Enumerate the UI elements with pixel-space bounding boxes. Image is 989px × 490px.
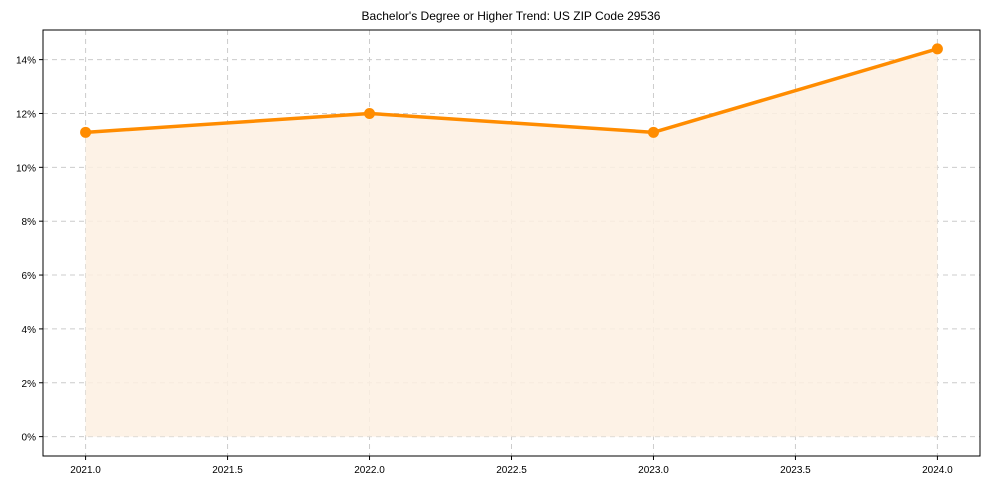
chart-title: Bachelor's Degree or Higher Trend: US ZI… (362, 9, 661, 23)
area-fill (85, 48, 938, 437)
data-point (931, 43, 943, 55)
data-points (80, 43, 943, 138)
y-tick-label: 2% (22, 379, 37, 390)
y-tick-label: 12% (16, 109, 36, 120)
x-tick-label: 2023.0 (638, 465, 669, 476)
x-tick-label: 2021.0 (70, 465, 101, 476)
x-axis-ticks: 2021.0 2021.5 2022.0 2022.5 2023.0 2023.5 2024… (70, 456, 953, 476)
x-tick-label: 2022.5 (496, 465, 527, 476)
x-tick-label: 2022.0 (354, 465, 385, 476)
data-point (80, 126, 92, 138)
y-axis-ticks: 0% 2% 4% 6% 8% 10% 12% 14% (16, 56, 43, 444)
data-line (85, 47, 938, 135)
y-tick-label: 14% (16, 56, 36, 67)
y-tick-label: 0% (22, 433, 37, 444)
data-point (647, 126, 659, 138)
x-tick-label: 2023.5 (780, 465, 811, 476)
y-tick-label: 10% (16, 163, 36, 174)
x-tick-label: 2021.5 (212, 465, 243, 476)
y-tick-label: 8% (22, 217, 37, 228)
y-tick-label: 6% (22, 271, 37, 282)
data-point (364, 107, 376, 119)
x-tick-label: 2024.0 (922, 465, 953, 476)
y-tick-label: 4% (22, 325, 37, 336)
